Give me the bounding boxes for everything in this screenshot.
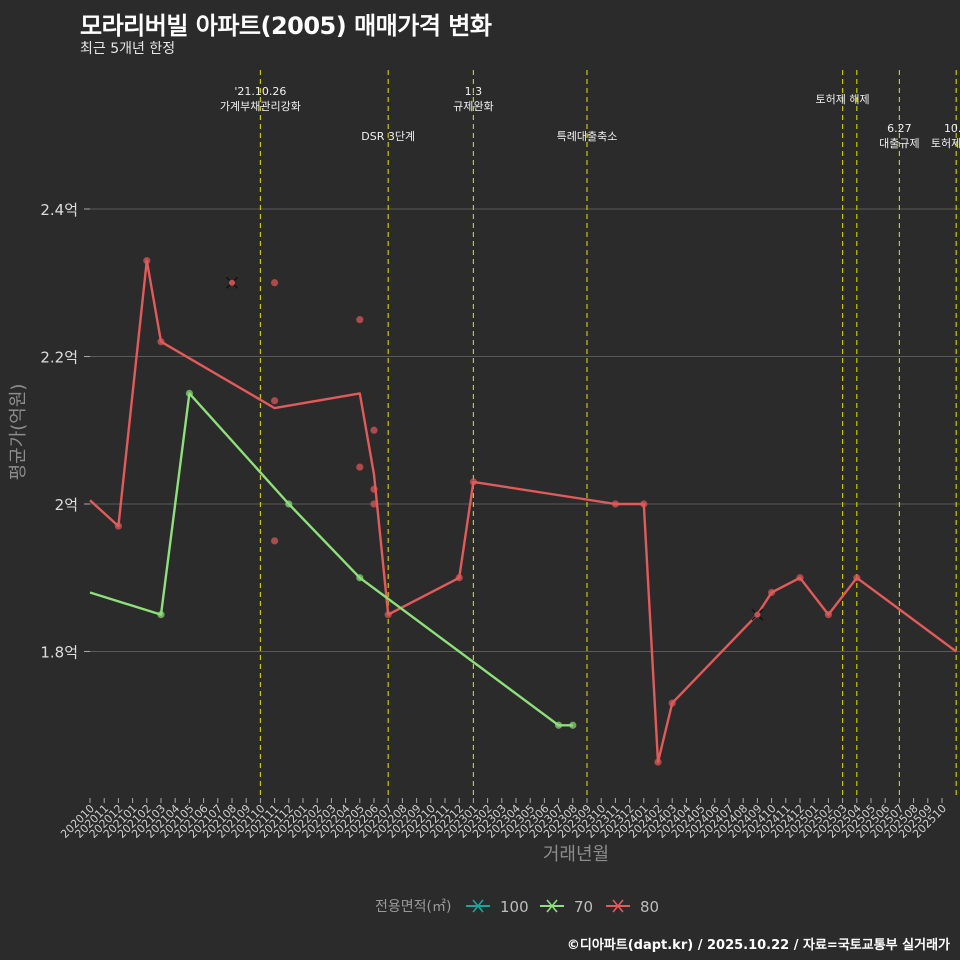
data-point-80	[370, 426, 378, 434]
legend-key-marker	[546, 899, 558, 913]
series-layer	[89, 257, 957, 766]
data-point-80	[384, 611, 392, 619]
event-label: 토허제 해제	[816, 92, 870, 106]
data-point-80	[455, 574, 463, 582]
legend: 전용면적(㎡) 100 70 80	[375, 898, 659, 916]
data-point-80	[668, 699, 676, 707]
data-point-80	[370, 485, 378, 493]
data-point-80	[611, 500, 620, 508]
data-point-80	[271, 397, 279, 405]
data-point-80	[143, 257, 151, 265]
event-label: '21.10.26 가계부채관리강화	[220, 85, 301, 113]
data-point-70	[356, 574, 364, 582]
y-tick-label: 2.4억	[40, 201, 78, 219]
data-point-80	[853, 574, 861, 582]
series-line-70	[89, 392, 573, 727]
data-point-80	[768, 588, 776, 597]
data-point-80	[356, 316, 364, 324]
data-point-80	[754, 611, 761, 618]
data-point-80	[229, 279, 235, 286]
axes: 1.8억2억2.2억2.4억20201020201120201220210120…	[8, 201, 949, 865]
chart-title: 모라리버빌 아파트(2005) 매매가격 변화	[80, 12, 492, 40]
y-tick-label: 1.8억	[40, 644, 78, 662]
data-point-70	[157, 611, 165, 619]
grid-lines	[90, 208, 960, 652]
data-point-80	[370, 500, 378, 508]
event-label: DSR 3단계	[361, 130, 415, 143]
data-point-70	[555, 721, 563, 729]
legend-title: 전용면적(㎡)	[375, 899, 451, 915]
y-tick-label: 2억	[55, 496, 78, 514]
data-point-80	[469, 478, 477, 486]
data-point-80	[271, 537, 279, 545]
data-point-80	[114, 522, 122, 530]
source-caption: ©디아파트(dapt.kr) / 2025.10.22 / 자료=국토교통부 실…	[566, 938, 950, 953]
data-point-70	[285, 500, 293, 508]
data-point-80	[654, 758, 662, 766]
event-label: 6.27 대출규제	[879, 122, 919, 150]
event-label: 1.3 규제완화	[453, 85, 493, 113]
chart-subtitle: 최근 5개년 한정	[80, 41, 176, 57]
event-label: 10.1토허제확대	[931, 122, 960, 150]
data-point-80	[157, 338, 165, 346]
y-tick-label: 2.2억	[40, 349, 78, 367]
data-point-70	[569, 721, 577, 729]
legend-label-100: 100	[500, 898, 529, 916]
legend-key-marker	[612, 899, 624, 913]
legend-key-marker	[472, 899, 484, 913]
legend-label-80: 80	[640, 898, 659, 916]
data-point-80	[640, 500, 648, 508]
series-line-80	[89, 259, 957, 764]
data-point-80	[796, 574, 804, 582]
y-axis-label: 평균가(억원)	[8, 384, 29, 481]
data-point-70	[185, 389, 193, 397]
data-point-80	[824, 611, 833, 619]
event-label: 특례대출축소	[557, 130, 618, 143]
x-axis-label: 거래년월	[543, 844, 609, 865]
data-point-80	[356, 463, 364, 471]
legend-label-70: 70	[574, 898, 593, 916]
data-point-80	[271, 279, 279, 287]
